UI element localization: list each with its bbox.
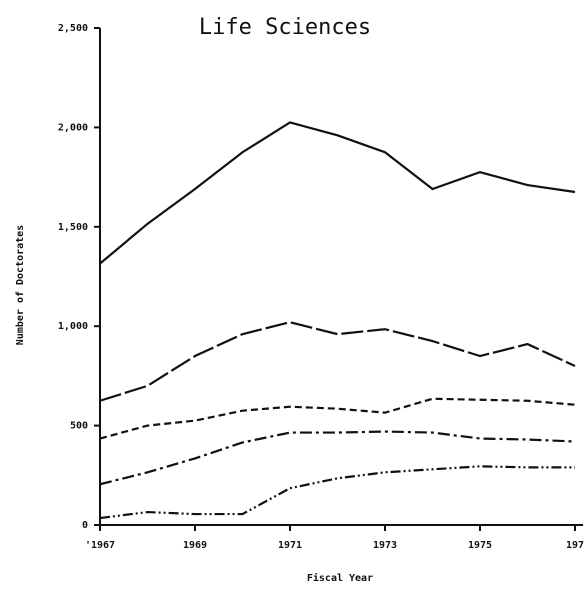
data-line — [99, 430, 576, 486]
x-tick-label: 1975 — [468, 540, 492, 551]
y-tick-label: 2,000 — [58, 122, 88, 133]
data-line — [99, 321, 576, 402]
x-tick-label: 197 — [566, 540, 584, 551]
y-tick-label: 500 — [70, 421, 88, 432]
y-tick-label: 2,500 — [58, 23, 88, 34]
y-axis-label: Number of Doctorates — [15, 225, 26, 345]
x-tick-label: 1971 — [278, 540, 302, 551]
x-tick-label: 1973 — [373, 540, 397, 551]
y-tick-label: 1,000 — [58, 321, 88, 332]
y-tick-label: 0 — [82, 520, 88, 531]
x-tick-label: '1967 — [85, 540, 115, 551]
data-line — [99, 397, 576, 440]
x-tick-label: 1969 — [183, 540, 207, 551]
chart-title: Life Sciences — [199, 15, 371, 40]
y-tick-label: 1,500 — [58, 222, 88, 233]
data-line — [99, 121, 576, 265]
data-line — [99, 465, 575, 520]
x-axis-label: Fiscal Year — [307, 572, 373, 584]
